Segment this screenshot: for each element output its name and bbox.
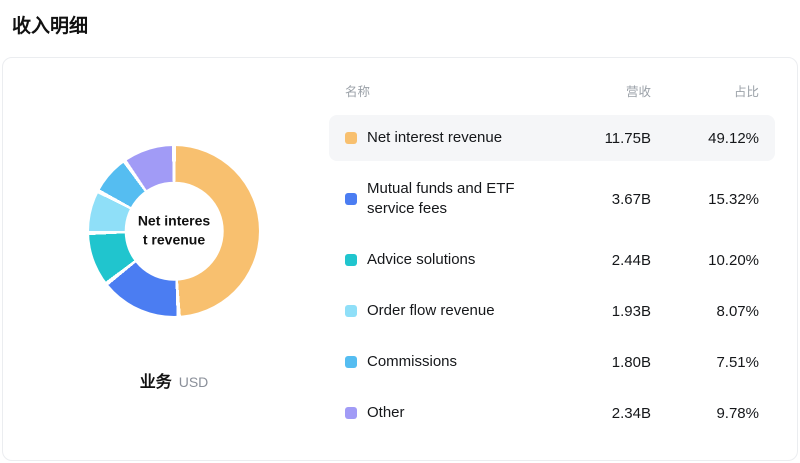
table-row[interactable]: Other 2.34B 9.78%: [329, 390, 775, 436]
series-percent: 10.20%: [708, 251, 759, 269]
series-revenue: 11.75B: [604, 129, 651, 147]
table-header: 名称 营收 占比: [329, 78, 775, 101]
series-color-marker: [345, 193, 357, 205]
series-percent: 7.51%: [716, 353, 759, 371]
table-row[interactable]: Mutual funds and ETF service fees 3.67B …: [329, 166, 775, 232]
series-revenue: 2.44B: [611, 251, 651, 269]
series-name: Advice solutions: [367, 251, 476, 268]
series-color-marker: [345, 305, 357, 317]
donut-center-label: Net interest revenue: [137, 213, 211, 248]
series-percent: 15.32%: [708, 190, 759, 208]
table-row[interactable]: Order flow revenue 1.93B 8.07%: [329, 288, 775, 334]
chart-footer-label: 业务: [139, 374, 172, 391]
series-percent: 9.78%: [716, 404, 759, 422]
series-percent: 49.12%: [708, 129, 759, 147]
chart-footer-unit: USD: [178, 374, 209, 390]
series-name: Net interest revenue: [367, 129, 503, 146]
series-color-marker: [345, 132, 357, 144]
series-name: Mutual funds and ETF service fees: [367, 180, 515, 217]
series-revenue: 2.34B: [611, 404, 651, 422]
donut-chart[interactable]: Net interest revenue: [89, 146, 259, 316]
series-name: Order flow revenue: [367, 302, 495, 319]
series-percent: 8.07%: [716, 302, 759, 320]
series-revenue: 1.80B: [611, 353, 651, 371]
table-row[interactable]: Commissions 1.80B 7.51%: [329, 339, 775, 385]
series-name: Other: [367, 404, 405, 421]
header-name: 名称: [345, 85, 371, 99]
header-share: 占比: [733, 85, 759, 99]
page-title: 收入明细: [12, 16, 89, 37]
chart-footer: 业务 USD: [140, 368, 209, 392]
series-table: 名称 营收 占比 Net interest revenue 11.75B 49.…: [329, 78, 775, 440]
table-rows: Net interest revenue 11.75B 49.12% Mutua…: [329, 115, 775, 436]
donut-hole: Net interest revenue: [124, 181, 224, 281]
chart-panel: Net interest revenue 业务 USD: [19, 78, 329, 440]
table-row[interactable]: Net interest revenue 11.75B 49.12%: [329, 115, 775, 161]
series-revenue: 3.67B: [611, 190, 651, 208]
series-color-marker: [345, 356, 357, 368]
series-name: Commissions: [367, 353, 458, 370]
series-color-marker: [345, 254, 357, 266]
table-row[interactable]: Advice solutions 2.44B 10.20%: [329, 237, 775, 283]
revenue-card: Net interest revenue 业务 USD 名称 营收 占比 Net…: [2, 57, 798, 461]
series-color-marker: [345, 407, 357, 419]
series-revenue: 1.93B: [611, 302, 651, 320]
header-revenue: 营收: [625, 85, 651, 99]
